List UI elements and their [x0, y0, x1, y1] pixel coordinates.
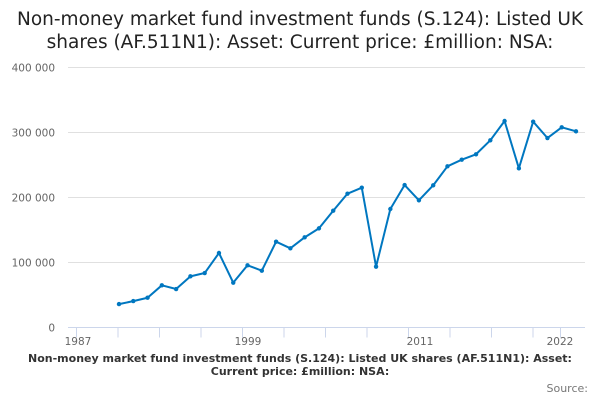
data-point: [145, 295, 150, 300]
data-point: [331, 208, 336, 213]
x-tick-label: 1987: [65, 336, 92, 348]
data-point: [459, 157, 464, 162]
data-point: [302, 235, 307, 240]
chart-title: Non-money market fund investment funds (…: [16, 9, 584, 53]
data-point: [502, 118, 507, 124]
data-point: [373, 264, 379, 269]
x-tick-label: 2011: [407, 336, 434, 348]
data-point: [345, 191, 350, 196]
data-point: [245, 263, 250, 268]
y-tick-label: 200 000: [12, 193, 55, 205]
x-axis-label: Non-money market fund investment funds (…: [28, 352, 572, 378]
data-point: [359, 185, 364, 190]
data-point: [545, 135, 550, 141]
data-point: [473, 152, 479, 157]
data-point: [116, 301, 122, 307]
data-point: [273, 239, 279, 244]
data-point: [202, 270, 207, 276]
x-tick-label: 2022: [547, 336, 574, 348]
data-point: [159, 283, 165, 288]
data-point: [416, 198, 422, 203]
data-point: [216, 250, 222, 256]
data-point: [430, 183, 436, 188]
data-point: [445, 164, 450, 169]
data-point: [259, 268, 265, 273]
source-label: Source:: [546, 382, 589, 395]
data-point: [231, 280, 236, 285]
data-point: [173, 286, 179, 292]
data-point: [288, 246, 293, 251]
data-point: [402, 182, 407, 188]
data-point: [530, 119, 536, 124]
y-tick-label: 0: [48, 323, 55, 335]
data-point: [188, 274, 193, 279]
data-point: [131, 298, 136, 304]
series-line: [118, 119, 577, 306]
data-point: [316, 226, 322, 231]
y-tick-label: 400 000: [12, 63, 55, 75]
data-point: [388, 206, 393, 212]
x-tick-label: 1999: [235, 336, 262, 348]
data-point: [516, 166, 522, 171]
y-tick-label: 300 000: [12, 128, 55, 140]
data-point: [573, 129, 579, 134]
data-point: [488, 138, 493, 143]
y-tick-label: 100 000: [12, 258, 55, 270]
data-point: [559, 125, 564, 130]
